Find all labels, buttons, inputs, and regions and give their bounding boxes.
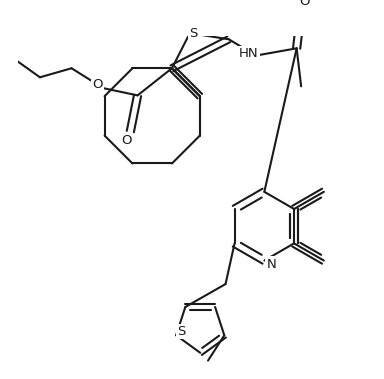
Text: O: O <box>300 0 310 8</box>
Text: N: N <box>267 258 276 271</box>
Text: S: S <box>177 325 186 338</box>
Text: O: O <box>93 78 103 91</box>
Text: O: O <box>121 134 132 147</box>
Text: S: S <box>189 27 198 40</box>
Text: HN: HN <box>239 47 258 60</box>
